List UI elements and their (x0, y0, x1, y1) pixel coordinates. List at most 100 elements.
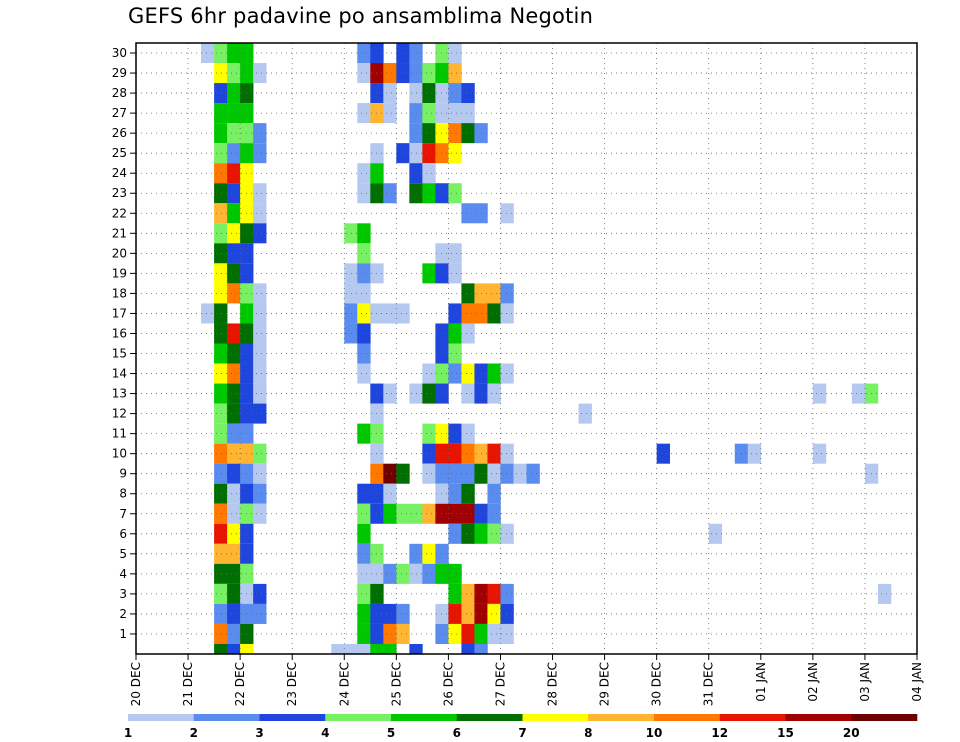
y-tick-label: 26 (112, 126, 127, 140)
heatmap-cell (448, 463, 462, 484)
y-tick-label: 14 (112, 367, 127, 381)
heatmap-cell (435, 483, 449, 504)
heatmap-cell (357, 503, 371, 524)
heatmap-cell (357, 163, 371, 184)
heatmap-cell (435, 383, 449, 404)
heatmap-cell (214, 223, 228, 244)
heatmap-cell (487, 303, 501, 324)
heatmap-cell (578, 403, 592, 424)
heatmap-cell (253, 383, 267, 404)
heatmap-cell (253, 63, 267, 84)
y-tick-label: 23 (112, 186, 127, 200)
heatmap-cell (396, 463, 410, 484)
x-tick-label: 31 DEC (702, 662, 716, 706)
heatmap-cell (357, 563, 371, 584)
heatmap-cell (435, 43, 449, 64)
heatmap-cell (435, 143, 449, 164)
y-tick-label: 18 (112, 286, 127, 300)
y-axis: 1234567891011121314151617181920212223242… (112, 46, 136, 641)
heatmap-cell (448, 523, 462, 544)
y-tick-label: 15 (112, 347, 127, 361)
colorbar-label: 1 (124, 726, 132, 740)
heatmap-cell (435, 243, 449, 264)
heatmap-cell (708, 523, 723, 544)
colorbar-label: 5 (387, 726, 395, 740)
heatmap-cell (461, 383, 475, 404)
x-tick-label: 28 DEC (546, 662, 560, 706)
heatmap-cell (240, 643, 254, 654)
heatmap-cell (214, 543, 228, 564)
colorbar-swatch (654, 714, 721, 721)
heatmap-cell (227, 523, 241, 544)
y-tick-label: 11 (112, 427, 127, 441)
colorbar-swatch (588, 714, 655, 721)
x-tick-label: 22 DEC (233, 662, 247, 706)
colorbar-label: 3 (255, 726, 263, 740)
heatmap-cell (500, 583, 514, 604)
heatmap-cell (253, 283, 267, 304)
heatmap-cell (214, 203, 228, 224)
heatmap-cell (227, 643, 241, 654)
heatmap-cell (227, 383, 241, 404)
heatmap-cell (253, 443, 267, 464)
heatmap-cell (214, 183, 228, 204)
heatmap-cell (383, 83, 397, 104)
heatmap-cell (214, 323, 228, 344)
heatmap-cell (812, 443, 827, 464)
heatmap-cell (435, 83, 449, 104)
heatmap-cell (214, 143, 228, 164)
heatmap-cell (227, 123, 241, 144)
heatmap-cell (383, 643, 397, 654)
y-tick-label: 19 (112, 266, 127, 280)
heatmap-cell (422, 383, 436, 404)
heatmap-cell (422, 143, 436, 164)
x-tick-label: 30 DEC (650, 662, 664, 706)
colorbar-label: 7 (518, 726, 526, 740)
heatmap-cell (227, 243, 241, 264)
x-tick-label: 24 DEC (337, 662, 351, 706)
heatmap-cell (435, 103, 449, 124)
colorbar-label: 20 (843, 726, 860, 740)
heatmap-cell (357, 363, 371, 384)
heatmap-cell (357, 343, 371, 364)
heatmap-cell (357, 263, 371, 284)
heatmap-cell (396, 503, 410, 524)
heatmap-cell (227, 423, 241, 444)
heatmap-cell (461, 603, 475, 624)
heatmap-cell (396, 143, 410, 164)
heatmap-cell (357, 103, 371, 124)
heatmap-cell (448, 83, 462, 104)
y-tick-label: 3 (119, 587, 127, 601)
x-tick-label: 03 JAN (858, 662, 872, 702)
heatmap-cell (396, 603, 410, 624)
x-tick-label: 25 DEC (389, 662, 403, 706)
heatmap-cell (487, 443, 501, 464)
heatmap-cell (227, 563, 241, 584)
heatmap-cell (344, 263, 358, 284)
heatmap-cell (422, 463, 436, 484)
heatmap-cell (227, 623, 241, 644)
heatmap-cell (227, 103, 241, 124)
heatmap-cell (461, 443, 475, 464)
heatmap-cell (435, 63, 449, 84)
heatmap-cell (461, 523, 475, 544)
heatmap-cell (461, 123, 475, 144)
y-tick-label: 24 (112, 166, 127, 180)
colorbar-label: 4 (321, 726, 329, 740)
heatmap-cell (487, 283, 501, 304)
y-tick-label: 2 (119, 607, 127, 621)
heatmap-cell (253, 583, 267, 604)
heatmap-cell (357, 323, 371, 344)
y-tick-label: 4 (119, 567, 127, 581)
heatmap-cell (214, 603, 228, 624)
heatmap-cell (487, 623, 501, 644)
heatmap-cell (461, 323, 475, 344)
heatmap-cell (500, 603, 514, 624)
heatmap-cell (461, 463, 475, 484)
heatmap-cell (253, 403, 267, 424)
heatmap-cell (396, 303, 410, 324)
heatmap-cell (214, 523, 228, 544)
y-tick-label: 25 (112, 146, 127, 160)
heatmap-cell (227, 143, 241, 164)
colorbar-swatch (785, 714, 852, 721)
